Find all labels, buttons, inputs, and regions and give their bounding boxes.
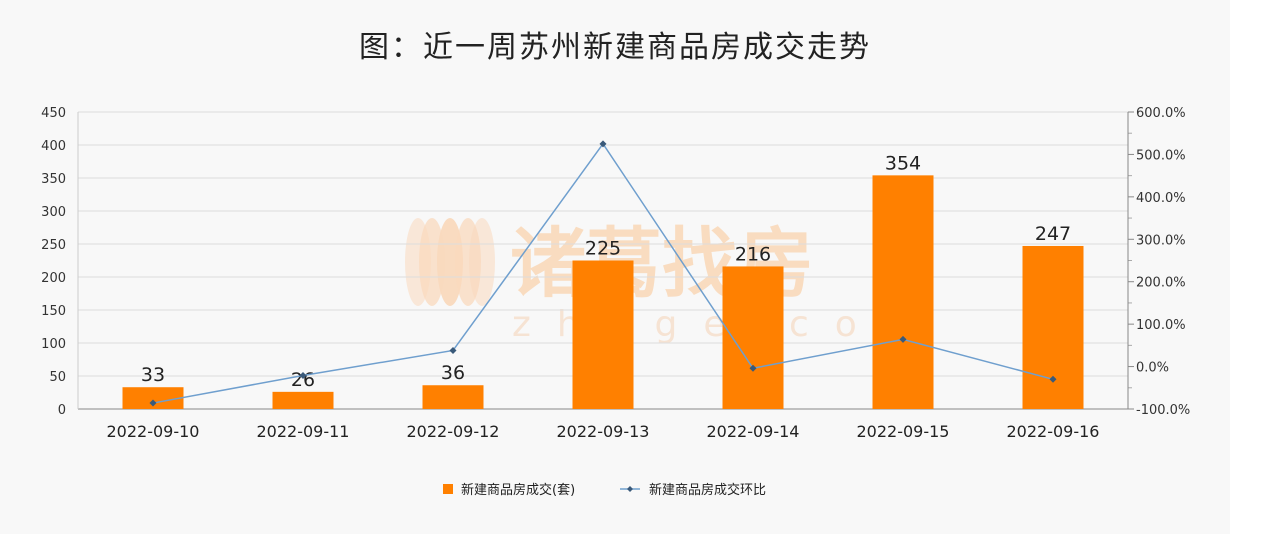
y-right-tick-label: 300.0%	[1136, 233, 1186, 248]
y-left-tick-label: 0	[58, 403, 66, 418]
y-left-tick-label: 300	[41, 205, 66, 220]
line-point	[149, 399, 157, 407]
y-right-tick-label: 400.0%	[1136, 191, 1186, 206]
chart-title: 图：近一周苏州新建商品房成交走势	[359, 30, 871, 65]
y-right-tick-label: 0.0%	[1136, 361, 1169, 376]
y-right-tick-label: 500.0%	[1136, 148, 1186, 163]
bar-data-label: 225	[585, 238, 621, 260]
y-left-tick-label: 200	[41, 271, 66, 286]
legend-line-marker	[627, 486, 633, 492]
bar	[422, 385, 484, 409]
bar	[572, 260, 634, 409]
y-left-tick-label: 250	[41, 238, 66, 253]
y-left-tick-label: 350	[41, 172, 66, 187]
x-tick-label: 2022-09-11	[257, 422, 350, 441]
x-tick-label: 2022-09-13	[557, 422, 650, 441]
x-tick-label: 2022-09-16	[1007, 422, 1100, 441]
x-tick-label: 2022-09-15	[857, 422, 950, 441]
y-right-tick-label: 200.0%	[1136, 276, 1186, 291]
bar-data-label: 354	[885, 152, 921, 174]
y-right-tick-label: -100.0%	[1136, 403, 1190, 418]
line-point	[899, 335, 907, 343]
line-point	[449, 346, 457, 354]
x-tick-label: 2022-09-14	[707, 422, 800, 441]
bar-data-label: 247	[1035, 223, 1071, 245]
line-point	[1049, 375, 1057, 383]
y-right-tick-label: 600.0%	[1136, 106, 1186, 121]
y-left-tick-label: 400	[41, 139, 66, 154]
legend-line-label: 新建商品房成交环比	[649, 482, 766, 498]
line-point	[599, 140, 607, 148]
y-left-tick-label: 450	[41, 106, 66, 121]
bar	[1022, 245, 1084, 409]
legend-bar-label: 新建商品房成交(套)	[461, 482, 575, 498]
y-left-tick-label: 50	[49, 370, 66, 385]
y-left-tick-label: 150	[41, 304, 66, 319]
bar	[872, 175, 934, 409]
legend-bar-swatch	[443, 484, 453, 494]
bar	[122, 387, 184, 409]
bar	[722, 266, 784, 409]
x-tick-label: 2022-09-10	[107, 422, 200, 441]
line-point	[299, 371, 307, 379]
line-point	[749, 364, 757, 372]
bar	[272, 391, 334, 409]
bar-data-label: 33	[141, 364, 165, 386]
y-left-tick-label: 100	[41, 337, 66, 352]
bar-data-label: 216	[735, 243, 771, 265]
watermark-logo-icon	[405, 218, 495, 306]
bar-data-label: 36	[441, 362, 465, 384]
y-right-tick-label: 100.0%	[1136, 318, 1186, 333]
x-tick-label: 2022-09-12	[407, 422, 500, 441]
